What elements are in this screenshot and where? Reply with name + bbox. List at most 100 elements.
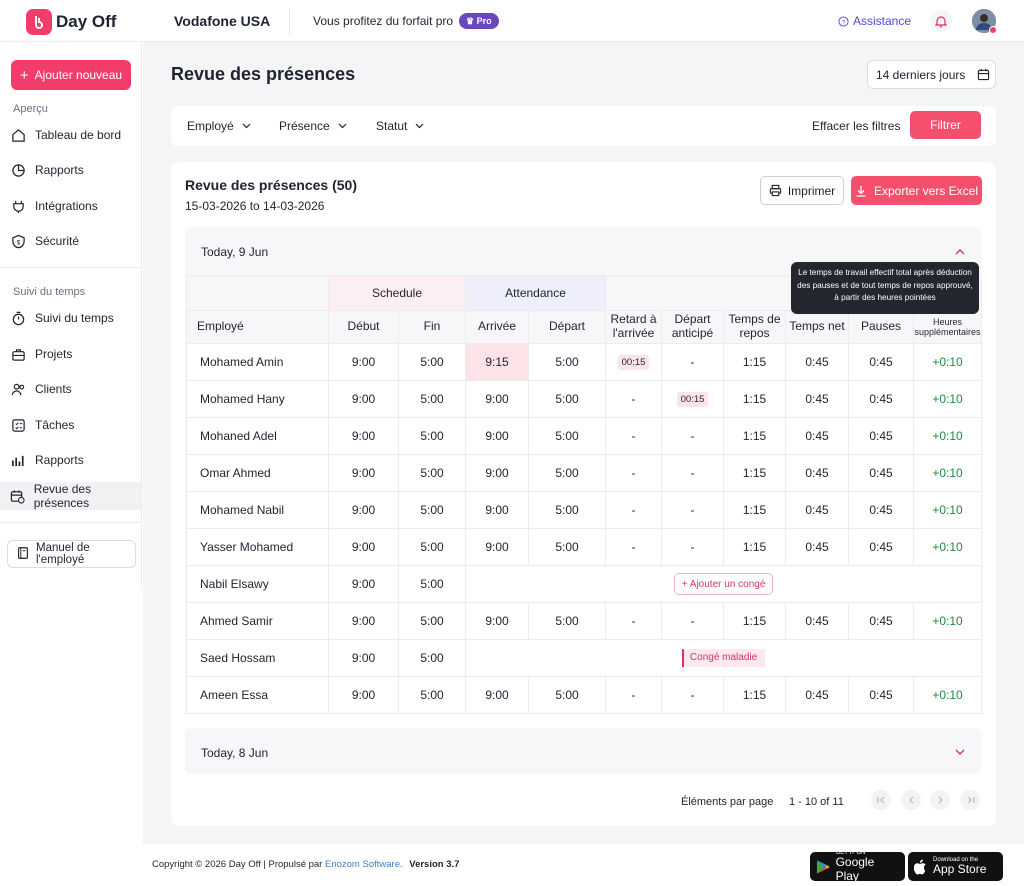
cell-rest: 1:15 xyxy=(723,417,787,455)
group-attendance: Attendance xyxy=(465,275,607,311)
plan-text: Vous profitez du forfait pro xyxy=(313,14,454,28)
cell-rest: 1:15 xyxy=(723,454,787,492)
cell-late: - xyxy=(605,417,663,455)
add-new-button[interactable]: + Ajouter nouveau xyxy=(11,60,131,90)
cell-overtime: +0:10 xyxy=(913,676,983,714)
table-row: Ameen Essa 9:00 5:00 9:00 5:00 - - 1:15 … xyxy=(186,676,983,714)
table-row: Ahmed Samir 9:00 5:00 9:00 5:00 - - 1:15… xyxy=(186,602,983,640)
card-title: Revue des présences (50) xyxy=(185,177,357,193)
cell-start: 9:00 xyxy=(328,343,399,381)
main-content: Revue des présences 14 derniers jours Em… xyxy=(143,42,1024,844)
clear-filters-button[interactable]: Effacer les filtres xyxy=(812,119,901,133)
powered-by-link[interactable]: Enozom Software. xyxy=(325,859,403,870)
cell-end: 5:00 xyxy=(397,417,467,455)
export-excel-button[interactable]: Exporter vers Excel xyxy=(851,176,982,205)
cell-late: - xyxy=(605,528,663,566)
assistance-link[interactable]: ? Assistance xyxy=(838,14,911,28)
cell-rest: 1:15 xyxy=(723,528,787,566)
print-label: Imprimer xyxy=(787,183,836,198)
sidebar-item-tasks[interactable]: Tâches xyxy=(0,411,141,439)
cell-late: 00:15 xyxy=(605,343,663,381)
cell-early: - xyxy=(661,491,725,529)
sidebar-item-integrations[interactable]: Intégrations xyxy=(0,192,141,220)
col-overtime: Heures supplémentaires xyxy=(913,310,983,344)
sidebar-divider xyxy=(0,267,141,268)
cell-arrival: 9:00 xyxy=(465,491,530,529)
filter-employee[interactable]: Employé xyxy=(187,119,251,133)
cell-start: 9:00 xyxy=(328,380,399,418)
chevron-down-icon[interactable] xyxy=(954,746,966,758)
sidebar-item-time-tracking[interactable]: Suivi du temps xyxy=(0,304,141,332)
day-off-logo-icon[interactable] xyxy=(26,9,52,35)
app-store-badge[interactable]: Download on the App Store xyxy=(908,852,1003,881)
cell-arrival: 9:00 xyxy=(465,417,530,455)
employee-name: Saed Hossam xyxy=(186,639,329,677)
section-time-tracking: Suivi du temps xyxy=(13,286,86,298)
table-row: Mohamed Hany 9:00 5:00 9:00 5:00 - 00:15… xyxy=(186,380,983,418)
printer-icon xyxy=(769,184,781,197)
cell-arrival: 9:00 xyxy=(465,602,530,640)
early-tag: 00:15 xyxy=(676,392,709,407)
app-store-small: Download on the xyxy=(933,856,979,863)
cell-arrival: 9:00 xyxy=(465,454,530,492)
sidebar-item-security[interactable]: $ Sécurité xyxy=(0,227,141,255)
cell-start: 9:00 xyxy=(328,528,399,566)
add-leave-button[interactable]: + Ajouter un congé xyxy=(673,573,774,595)
user-avatar[interactable] xyxy=(972,9,997,34)
net-time-tooltip: Le temps de travail effectif total après… xyxy=(791,262,979,314)
pie-chart-icon xyxy=(10,162,27,179)
version: Version 3.7 xyxy=(409,859,460,870)
cell-start: 9:00 xyxy=(328,639,399,677)
checklist-icon xyxy=(10,417,27,434)
leave-cell: Congé maladie xyxy=(465,639,983,677)
filter-presence[interactable]: Présence xyxy=(279,119,347,133)
cell-start: 9:00 xyxy=(328,454,399,492)
sidebar-item-clients[interactable]: Clients xyxy=(0,375,141,403)
apply-filter-button[interactable]: Filtrer xyxy=(910,111,981,139)
cell-breaks: 0:45 xyxy=(848,491,915,529)
cell-breaks: 0:45 xyxy=(848,602,915,640)
app-name[interactable]: Day Off xyxy=(56,12,117,31)
assistance-label: Assistance xyxy=(853,14,912,28)
print-button[interactable]: Imprimer xyxy=(760,176,844,205)
col-net-time[interactable]: Temps net xyxy=(785,310,850,344)
sick-leave-badge: Congé maladie xyxy=(681,649,766,667)
col-departure: Départ xyxy=(528,310,607,344)
last-page-button[interactable] xyxy=(960,790,980,810)
notifications-button[interactable] xyxy=(930,10,952,32)
first-page-icon xyxy=(876,796,884,804)
calendar-clock-icon xyxy=(10,488,26,505)
cell-early: - xyxy=(661,417,725,455)
day-label[interactable]: Today, 9 Jun xyxy=(201,245,269,259)
cell-late: - xyxy=(605,676,663,714)
day-section-previous[interactable]: Today, 8 Jun xyxy=(185,728,981,774)
prev-page-button[interactable] xyxy=(901,790,921,810)
employee-name: Nabil Elsawy xyxy=(186,565,329,603)
chevron-down-icon xyxy=(338,123,347,129)
employee-manual-button[interactable]: Manuel de l'employé xyxy=(7,540,136,568)
sidebar-item-attendance-review[interactable]: Revue des présences xyxy=(0,482,141,510)
cell-net: 0:45 xyxy=(785,417,850,455)
cell-departure: 5:00 xyxy=(528,343,607,381)
next-page-button[interactable] xyxy=(930,790,950,810)
table-row: Omar Ahmed 9:00 5:00 9:00 5:00 - - 1:15 … xyxy=(186,454,983,492)
cell-net: 0:45 xyxy=(785,491,850,529)
sidebar-item-label: Rapports xyxy=(35,453,84,467)
sidebar-item-time-reports[interactable]: Rapports xyxy=(0,446,141,474)
sidebar-item-label: Projets xyxy=(35,347,73,361)
sidebar-item-dashboard[interactable]: Tableau de bord xyxy=(0,121,141,149)
first-page-button[interactable] xyxy=(871,790,891,810)
sidebar-item-reports[interactable]: Rapports xyxy=(0,156,141,184)
period-select[interactable]: 14 derniers jours xyxy=(867,60,996,89)
day-section-today: Today, 9 Jun Schedule Attendance Employé xyxy=(185,227,983,714)
status-dot xyxy=(989,26,997,34)
cell-departure: 5:00 xyxy=(528,602,607,640)
chevron-up-icon[interactable] xyxy=(954,246,966,258)
sidebar-item-projects[interactable]: Projets xyxy=(0,340,141,368)
cell-breaks: 0:45 xyxy=(848,676,915,714)
filter-status[interactable]: Statut xyxy=(376,119,424,133)
cell-overtime: +0:10 xyxy=(913,417,983,455)
cell-net: 0:45 xyxy=(785,602,850,640)
google-play-badge[interactable]: GET IT ON Google Play xyxy=(810,850,905,882)
cell-arrival: 9:15 xyxy=(465,343,530,381)
